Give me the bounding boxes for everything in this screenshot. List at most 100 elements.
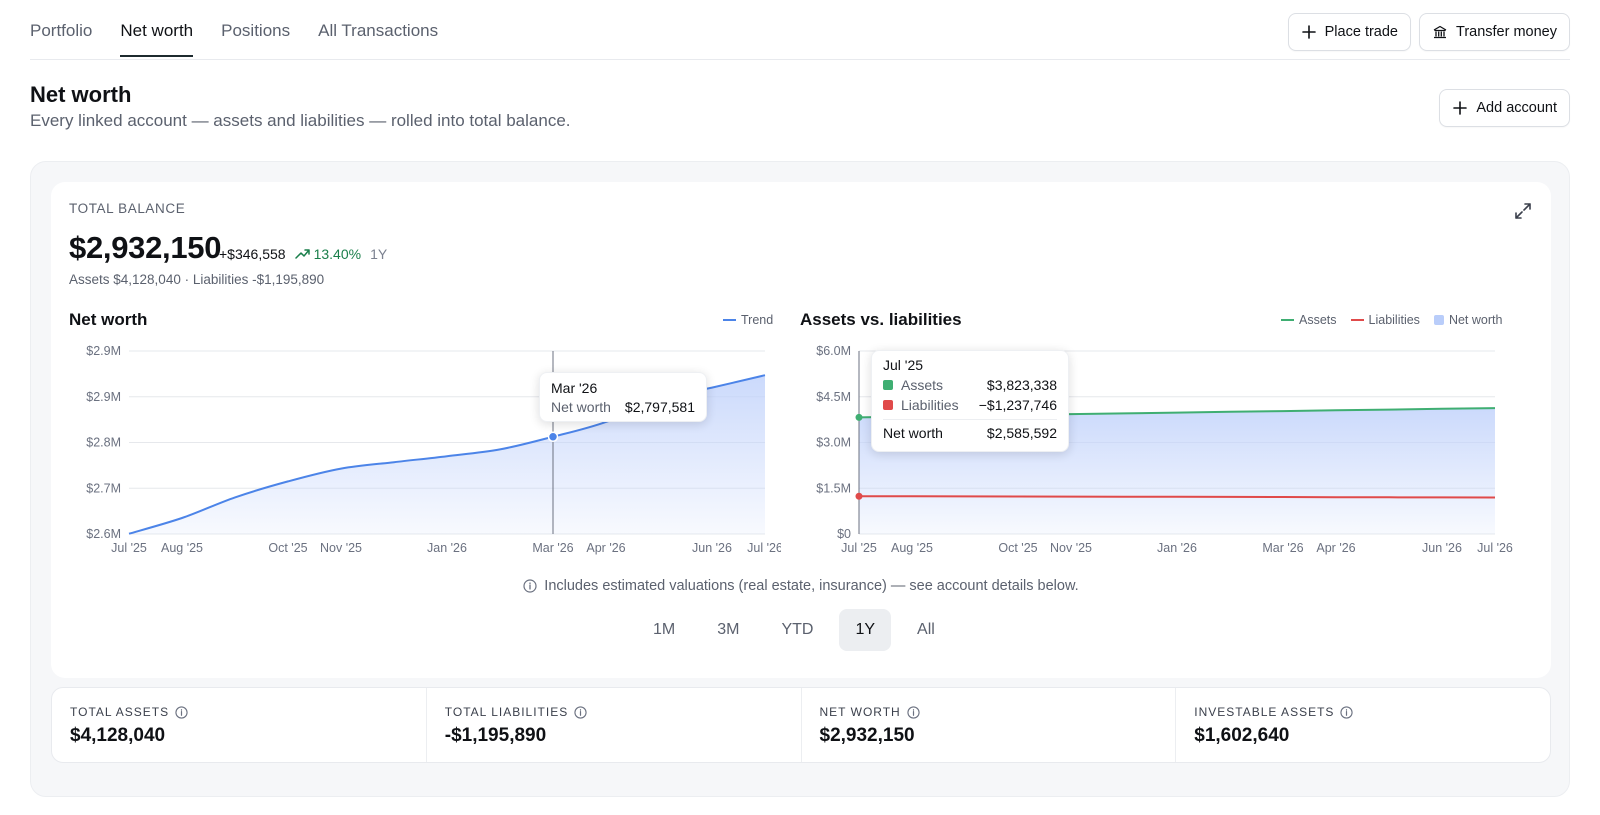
tooltip-assets-label: Assets [901, 377, 944, 393]
liabilities-line [858, 495, 1496, 499]
x-tick-label: Jul '26 [1477, 541, 1513, 555]
change-period: 1Y [370, 246, 388, 262]
total-balance-label: TOTAL BALANCE [69, 201, 186, 216]
stat-label-text: TOTAL LIABILITIES [444, 705, 569, 719]
x-tick-label: Aug '25 [161, 541, 203, 555]
tooltip-net-value: $2,585,592 [986, 425, 1057, 441]
legend-assets-label: Assets [1299, 313, 1337, 327]
tab-all-transactions[interactable]: All Transactions [318, 21, 439, 40]
stat-label-text: INVESTABLE ASSETS [1194, 705, 1335, 719]
x-tick-label: Jul '26 [747, 541, 781, 555]
x-tick-label: Jul '25 [111, 541, 147, 555]
tooltip-row: Net worth $2,797,581 [551, 399, 695, 415]
stat-value: $1,602,640 [1194, 725, 1290, 746]
net-worth-chart-title: Net worth [69, 310, 148, 329]
tooltip-net-row: Net worth $2,585,592 [883, 419, 1057, 441]
tab-net-worth[interactable]: Net worth [120, 0, 194, 57]
plus-icon [1301, 25, 1316, 39]
tooltip-date: Mar '26 [551, 380, 598, 396]
stat-label: NET WORTH [820, 705, 920, 719]
stat-total-assets: TOTAL ASSETS $4,128,040 [52, 688, 427, 762]
net-worth-chart[interactable]: $2.6M $2.7M $2.8M $2.9M $2.9M Jul '25 Aug '25 O… [51, 337, 781, 557]
x-tick-label: Apr '26 [586, 541, 625, 555]
tooltip-date: Jul '25 [883, 357, 924, 373]
page-title: Net worth [30, 82, 132, 107]
add-account-label: Add account [1476, 100, 1557, 116]
assets-hover-point [855, 413, 863, 421]
range-1m[interactable]: 1M [653, 621, 676, 638]
assets-liabilities-legend: Assets Liabilities Net worth [1281, 313, 1502, 327]
y-tick-label: $6.0M [816, 344, 851, 358]
y-tick-label: $3.0M [816, 436, 851, 450]
legend-assets: Assets [1281, 313, 1337, 327]
x-tick-label: Oct '25 [998, 541, 1037, 555]
add-account-button[interactable]: Add account [1439, 89, 1570, 127]
info-icon[interactable] [574, 705, 587, 719]
assets-liabilities-tooltip: Jul '25 Assets $3,823,338 Liabilities −$… [871, 350, 1069, 452]
y-tick-label: $2.9M [86, 390, 121, 404]
legend-liabilities-label: Liabilities [1368, 313, 1420, 327]
liabilities-swatch [883, 400, 893, 410]
trend-up-icon [294, 249, 310, 259]
place-trade-button[interactable]: Place trade [1287, 13, 1411, 51]
x-tick-label: Mar '26 [1262, 541, 1303, 555]
info-icon[interactable] [1340, 705, 1354, 719]
y-tick-label: $2.9M [86, 344, 121, 358]
stat-total-liabilities: TOTAL LIABILITIES -$1,195,890 [427, 688, 802, 762]
legend-net-worth: Net worth [1433, 313, 1503, 327]
assets-liabilities-chart-title: Assets vs. liabilities [800, 310, 962, 329]
valuation-note: Includes estimated valuations (real esta… [51, 578, 1551, 594]
net-worth-chart-legend: Trend [723, 313, 773, 327]
legend-trend: Trend [723, 313, 773, 327]
expand-icon[interactable] [1513, 201, 1533, 221]
change-percent: 13.40% [294, 246, 361, 262]
x-tick-label: Mar '26 [532, 541, 573, 555]
liabilities-hover-point [855, 492, 863, 500]
tab-portfolio[interactable]: Portfolio [30, 21, 93, 40]
legend-liabilities: Liabilities [1350, 313, 1420, 327]
range-3m[interactable]: 3M [717, 621, 740, 638]
top-nav: Portfolio Net worth Positions All Transa… [30, 0, 1570, 60]
tooltip-assets-value: $3,823,338 [986, 377, 1057, 393]
top-actions: Place trade Transfer money [1287, 13, 1570, 51]
info-icon[interactable] [175, 705, 188, 719]
y-tick-label: $1.5M [816, 481, 851, 495]
plus-icon [1453, 101, 1468, 115]
tab-bar: Portfolio Net worth Positions All Transa… [30, 0, 466, 60]
y-tick-label: $2.6M [86, 527, 121, 541]
tab-positions[interactable]: Positions [221, 21, 291, 40]
y-tick-label: $0 [837, 527, 851, 541]
bank-icon [1433, 25, 1447, 39]
legend-net-worth-label: Net worth [1448, 313, 1503, 327]
net-worth-area [129, 375, 765, 534]
net-worth-tooltip: Mar '26 Net worth $2,797,581 [539, 372, 707, 422]
x-tick-label: Aug '25 [891, 541, 933, 555]
y-tick-label: $2.8M [86, 436, 121, 450]
x-tick-label: Jun '26 [692, 541, 732, 555]
hover-point [547, 431, 559, 442]
x-tick-label: Jul '25 [841, 541, 877, 555]
y-tick-label: $2.7M [86, 481, 121, 495]
tooltip-liabilities-row: Liabilities −$1,237,746 [883, 397, 1057, 413]
stat-label: INVESTABLE ASSETS [1194, 705, 1354, 719]
stat-investable-assets: INVESTABLE ASSETS $1,602,640 [1176, 688, 1550, 762]
range-all[interactable]: All [917, 621, 935, 638]
change-amount: +$346,558 [219, 246, 286, 262]
total-balance-amount: $2,932,150 [69, 230, 222, 265]
range-1y[interactable]: 1Y [839, 609, 892, 651]
stat-label-text: NET WORTH [819, 705, 901, 719]
range-ytd[interactable]: YTD [781, 621, 814, 638]
stat-net-worth: NET WORTH $2,932,150 [802, 688, 1177, 762]
x-tick-label: Jan '26 [427, 541, 467, 555]
page-subtitle: Every linked account — assets and liabil… [30, 111, 571, 130]
legend-trend-label: Trend [741, 313, 774, 327]
transfer-money-button[interactable]: Transfer money [1419, 13, 1570, 51]
transfer-money-label: Transfer money [1456, 24, 1557, 40]
assets-swatch [883, 380, 893, 390]
x-tick-label: Jun '26 [1422, 541, 1462, 555]
info-icon[interactable] [907, 705, 920, 719]
range-selector: 1M 3M YTD 1Y All [637, 609, 951, 651]
info-icon [523, 579, 537, 593]
tooltip-label: Net worth [551, 399, 611, 415]
tooltip-value: $2,797,581 [624, 399, 695, 415]
